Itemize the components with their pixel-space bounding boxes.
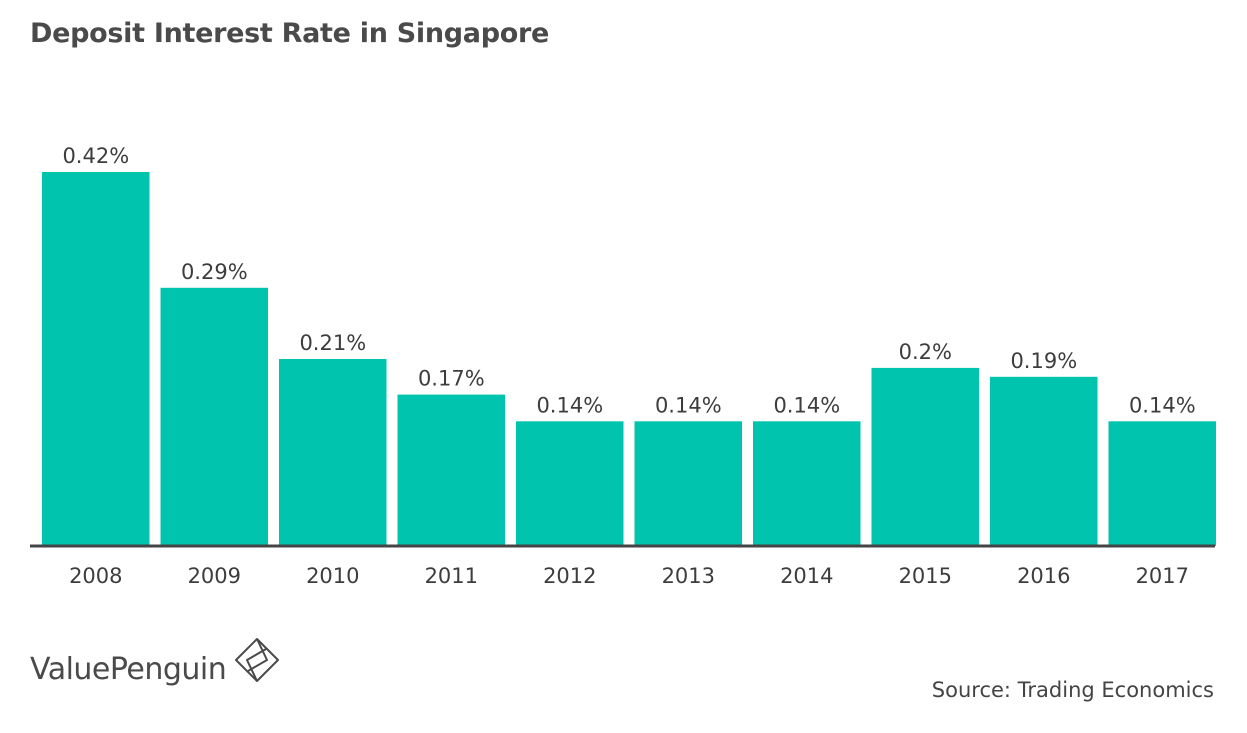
data-label-2010: 0.21%	[299, 331, 366, 355]
valuepenguin-diamond-icon	[234, 637, 280, 687]
bar-2011	[397, 394, 505, 546]
valuepenguin-logo: ValuePenguin	[30, 637, 280, 687]
data-label-2016: 0.19%	[1010, 349, 1077, 373]
labels-group: 0.42% 2008 0.29% 2009 0.21% 2010 0.17% 2011 0.14…	[62, 144, 1195, 588]
chart-title: Deposit Interest Rate in Singapore	[30, 18, 550, 49]
logo-text: ValuePenguin	[30, 652, 227, 687]
bar-2013	[634, 421, 742, 546]
x-tick-label-2015: 2015	[899, 564, 952, 588]
data-label-2015: 0.2%	[899, 340, 952, 364]
bar-2014	[753, 421, 861, 546]
x-tick-label-2010: 2010	[306, 564, 359, 588]
data-label-2013: 0.14%	[655, 393, 722, 417]
data-label-2014: 0.14%	[773, 393, 840, 417]
data-label-2017: 0.14%	[1129, 393, 1196, 417]
source-note: Source: Trading Economics	[931, 678, 1214, 702]
x-tick-label-2014: 2014	[780, 564, 833, 588]
x-tick-label-2017: 2017	[1136, 564, 1189, 588]
x-tick-label-2009: 2009	[188, 564, 241, 588]
bar-2012	[516, 421, 624, 546]
bar-2008	[42, 172, 150, 546]
x-tick-label-2016: 2016	[1017, 564, 1070, 588]
bars-group	[42, 172, 1216, 546]
bar-2016	[990, 376, 1098, 546]
data-label-2009: 0.29%	[181, 260, 248, 284]
bar-2009	[160, 287, 268, 546]
bar-2015	[871, 367, 979, 546]
x-tick-label-2013: 2013	[662, 564, 715, 588]
data-label-2008: 0.42%	[62, 144, 129, 168]
data-label-2011: 0.17%	[418, 367, 485, 391]
bar-2017	[1108, 421, 1216, 546]
x-tick-label-2012: 2012	[543, 564, 596, 588]
x-tick-label-2011: 2011	[425, 564, 478, 588]
bar-2010	[279, 359, 387, 546]
data-label-2012: 0.14%	[536, 393, 603, 417]
x-tick-label-2008: 2008	[69, 564, 122, 588]
